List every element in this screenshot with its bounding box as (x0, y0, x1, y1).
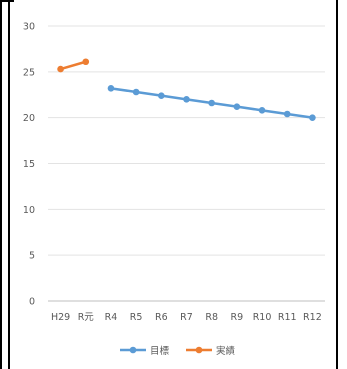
gridlines (48, 25, 325, 302)
data-point (132, 88, 140, 96)
y-tick-label: 20 (23, 113, 35, 124)
y-axis-tick-labels: 0 5 10 15 20 25 30 (23, 22, 35, 308)
x-tick-label: R8 (205, 312, 218, 323)
frame-right-edge (336, 0, 338, 369)
data-point (283, 110, 291, 118)
legend-label: 実績 (216, 345, 236, 357)
legend-swatch-marker (195, 346, 203, 354)
x-tick-label: R4 (105, 312, 118, 323)
data-point (82, 58, 90, 66)
x-tick-label: R9 (231, 312, 244, 323)
data-point (57, 65, 64, 73)
y-tick-label: 10 (23, 205, 35, 216)
x-tick-label: H29 (51, 312, 70, 323)
data-point (183, 96, 190, 103)
x-axis-tick-labels: H29 R元 R4 R5 R6 R7 R8 R9 R10 R11 R12 (51, 312, 322, 323)
x-tick-label: R5 (130, 312, 143, 323)
series-lines (57, 58, 316, 121)
x-tick-label: R12 (303, 312, 322, 323)
legend: 目標 実績 (120, 345, 236, 357)
series-line-1 (60, 60, 87, 71)
data-point (233, 103, 241, 110)
frame-left-edge (0, 0, 2, 369)
data-point (208, 99, 215, 107)
x-tick-label: R11 (278, 312, 297, 323)
frame-left-inner (8, 0, 10, 369)
x-tick-label: R10 (253, 312, 272, 323)
y-tick-label: 30 (23, 22, 35, 33)
legend-swatch-marker (129, 346, 137, 354)
legend-label: 目標 (150, 345, 170, 357)
y-tick-label: 15 (23, 159, 35, 170)
x-tick-label: R元 (78, 312, 95, 323)
y-tick-label: 0 (29, 297, 35, 308)
x-tick-label: R6 (155, 312, 168, 323)
frame-top-edge (0, 0, 14, 2)
y-tick-label: 5 (29, 251, 35, 262)
data-point (309, 114, 316, 121)
data-point (158, 92, 165, 99)
data-point (258, 107, 266, 114)
x-tick-label: R7 (180, 312, 193, 323)
data-point (107, 85, 115, 92)
y-tick-label: 25 (23, 67, 35, 78)
